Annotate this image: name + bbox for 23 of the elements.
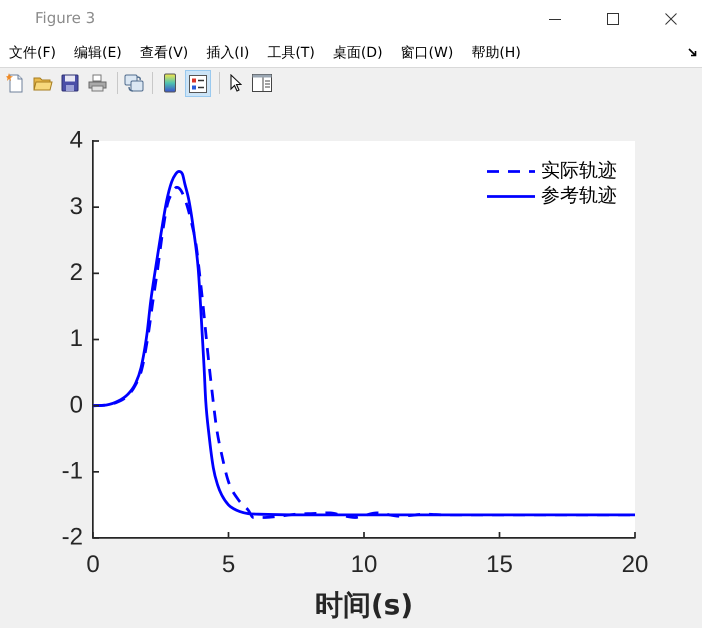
- y-tick-label: 2: [70, 258, 83, 286]
- x-tick-label: 20: [622, 551, 648, 578]
- y-tick-label: 3: [70, 192, 83, 220]
- y-tick-label: 0: [70, 391, 83, 418]
- text: 文件(F): [9, 44, 56, 62]
- x-axis-title: 时间(s): [314, 588, 414, 622]
- text: 工具(T): [267, 44, 315, 62]
- x-tick-label: 5: [222, 551, 236, 578]
- y-tick-label: -1: [62, 457, 83, 484]
- y-tick-label: 1: [70, 325, 83, 352]
- y-tick-label: 4: [70, 126, 83, 154]
- y-tick-label: -2: [62, 524, 83, 551]
- x-tick-label: 15: [486, 551, 513, 578]
- x-tick-label: 10: [350, 551, 378, 578]
- text: 编辑(E): [74, 44, 122, 62]
- text: 窗口(W): [400, 44, 454, 62]
- text: 查看(V): [140, 44, 188, 62]
- caption: Figure 3: [35, 9, 96, 27]
- text: 帮助(H): [471, 44, 521, 62]
- text: 桌面(D): [332, 44, 383, 62]
- text: 插入(I): [206, 44, 250, 62]
- legend-label: 参考轨迹: [541, 184, 617, 206]
- legend-label: 实际轨迹: [541, 159, 617, 182]
